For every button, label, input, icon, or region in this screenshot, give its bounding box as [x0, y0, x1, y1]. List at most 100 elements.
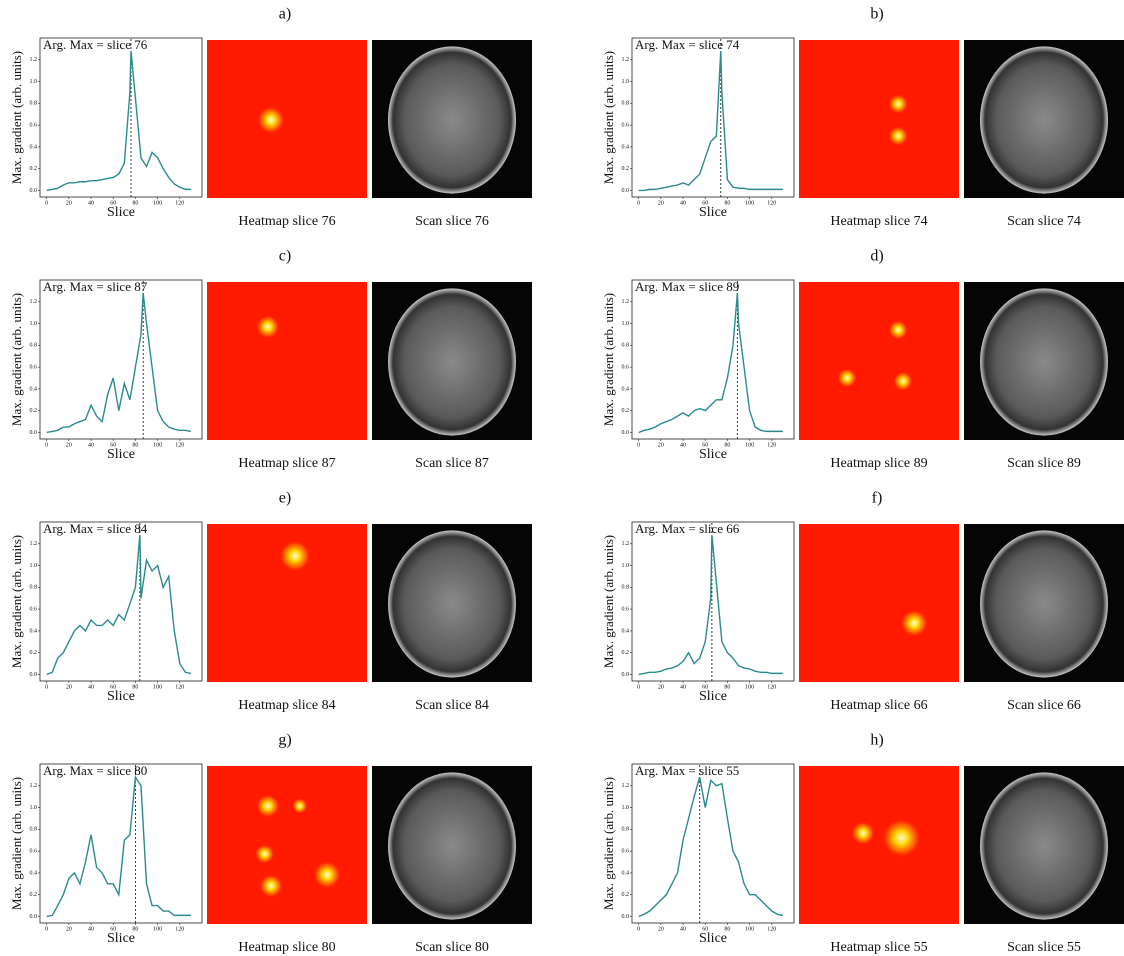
y-tick-label: 0.8: [622, 827, 630, 833]
x-tick-label: 120: [767, 442, 776, 448]
y-tick-label: 0.0: [622, 188, 630, 194]
heatmap-image: [207, 40, 367, 198]
y-tick-label: 1.0: [30, 563, 38, 569]
heatmap-hotspot: [259, 874, 283, 898]
x-axis-label: Slice: [107, 931, 135, 946]
y-tick-label: 1.2: [30, 299, 38, 305]
x-tick-label: 0: [45, 200, 48, 206]
argmax-annotation: Arg. Max = slice 87: [43, 279, 148, 294]
heatmap-hotspot: [279, 540, 311, 572]
panel-label: d): [870, 248, 883, 265]
y-tick-label: 0.2: [622, 166, 630, 172]
heatmap-hotspot: [256, 315, 280, 339]
y-tick-label: 0.6: [622, 848, 630, 854]
y-tick-label: 1.0: [622, 563, 630, 569]
y-axis-label: Max. gradient (arb. units): [601, 51, 616, 184]
x-axis-label: Slice: [699, 447, 727, 462]
heatmap-hotspot: [888, 94, 908, 114]
scan-brain: [980, 288, 1108, 435]
y-tick-label: 0.4: [622, 386, 630, 392]
y-tick-label: 1.0: [30, 79, 38, 85]
y-tick-label: 0.4: [622, 628, 630, 634]
y-tick-label: 0.2: [30, 650, 38, 656]
page: {"chart_data": [ {"type": "line", "panel…: [0, 0, 1124, 956]
y-tick-label: 0.0: [30, 188, 38, 194]
x-tick-label: 0: [45, 926, 48, 932]
heatmap-image: [799, 282, 959, 440]
y-tick-label: 0.2: [622, 408, 630, 414]
heatmap-caption: Heatmap slice 76: [238, 214, 335, 229]
y-tick-label: 1.2: [30, 57, 38, 63]
y-tick-label: 1.2: [622, 299, 630, 305]
x-tick-label: 40: [88, 926, 94, 932]
scan-caption: Scan slice 80: [415, 940, 489, 955]
scan-brain: [388, 46, 516, 193]
y-tick-label: 1.0: [622, 805, 630, 811]
y-tick-label: 0.0: [30, 672, 38, 678]
y-tick-label: 0.8: [622, 101, 630, 107]
plot-frame: [40, 522, 202, 681]
argmax-annotation: Arg. Max = slice 89: [635, 279, 739, 294]
x-axis-label: Slice: [699, 931, 727, 946]
argmax-annotation: Arg. Max = slice 66: [635, 521, 740, 536]
panel-label: h): [870, 732, 883, 749]
x-tick-label: 20: [658, 684, 664, 690]
y-tick-label: 1.2: [622, 57, 630, 63]
y-tick-label: 1.2: [622, 541, 630, 547]
scan-brain: [388, 288, 516, 435]
y-tick-label: 0.0: [30, 914, 38, 920]
heatmap-caption: Heatmap slice 66: [830, 698, 927, 713]
y-tick-label: 0.2: [30, 408, 38, 414]
scan-caption: Scan slice 84: [415, 698, 489, 713]
y-tick-label: 1.2: [30, 541, 38, 547]
heatmap-caption: Heatmap slice 55: [830, 940, 927, 955]
x-tick-label: 100: [745, 442, 754, 448]
argmax-annotation: Arg. Max = slice 80: [43, 763, 147, 778]
scan-brain: [388, 772, 516, 919]
scan-caption: Scan slice 66: [1007, 698, 1081, 713]
y-tick-label: 0.8: [30, 101, 38, 107]
heatmap-hotspot: [893, 371, 913, 391]
heatmap-hotspot: [256, 794, 280, 818]
argmax-annotation: Arg. Max = slice 74: [635, 37, 740, 52]
heatmap-hotspot: [292, 798, 308, 814]
y-tick-label: 0.8: [30, 827, 38, 833]
heatmap-caption: Heatmap slice 74: [830, 214, 927, 229]
scan-caption: Scan slice 55: [1007, 940, 1081, 955]
plot-frame: [40, 38, 202, 197]
y-tick-label: 1.2: [30, 783, 38, 789]
y-tick-label: 0.6: [30, 848, 38, 854]
y-tick-label: 0.4: [622, 870, 630, 876]
x-tick-label: 40: [680, 684, 686, 690]
heatmap-hotspot: [851, 821, 875, 845]
x-tick-label: 20: [66, 200, 72, 206]
panel-label: b): [870, 6, 883, 23]
x-tick-label: 100: [153, 684, 162, 690]
y-tick-label: 0.8: [622, 585, 630, 591]
heatmap-image: [207, 282, 367, 440]
x-tick-label: 20: [658, 926, 664, 932]
y-tick-label: 1.0: [622, 321, 630, 327]
x-tick-label: 40: [680, 442, 686, 448]
heatmap-image: [799, 766, 959, 924]
panel-label: c): [279, 248, 291, 265]
scan-caption: Scan slice 89: [1007, 456, 1081, 471]
x-tick-label: 100: [153, 926, 162, 932]
x-tick-label: 0: [45, 442, 48, 448]
plot-frame: [632, 280, 794, 439]
panel-label: a): [279, 6, 291, 23]
x-axis-label: Slice: [699, 689, 727, 704]
y-axis-label: Max. gradient (arb. units): [601, 777, 616, 910]
y-tick-label: 0.6: [622, 606, 630, 612]
y-tick-label: 0.0: [622, 672, 630, 678]
x-tick-label: 40: [88, 442, 94, 448]
heatmap-caption: Heatmap slice 84: [238, 698, 335, 713]
x-tick-label: 20: [658, 200, 664, 206]
plot-frame: [632, 38, 794, 197]
x-tick-label: 40: [88, 200, 94, 206]
panel-label: f): [872, 490, 883, 507]
argmax-annotation: Arg. Max = slice 84: [43, 521, 148, 536]
heatmap-image: [799, 40, 959, 198]
x-tick-label: 0: [637, 442, 640, 448]
argmax-annotation: Arg. Max = slice 55: [635, 763, 739, 778]
